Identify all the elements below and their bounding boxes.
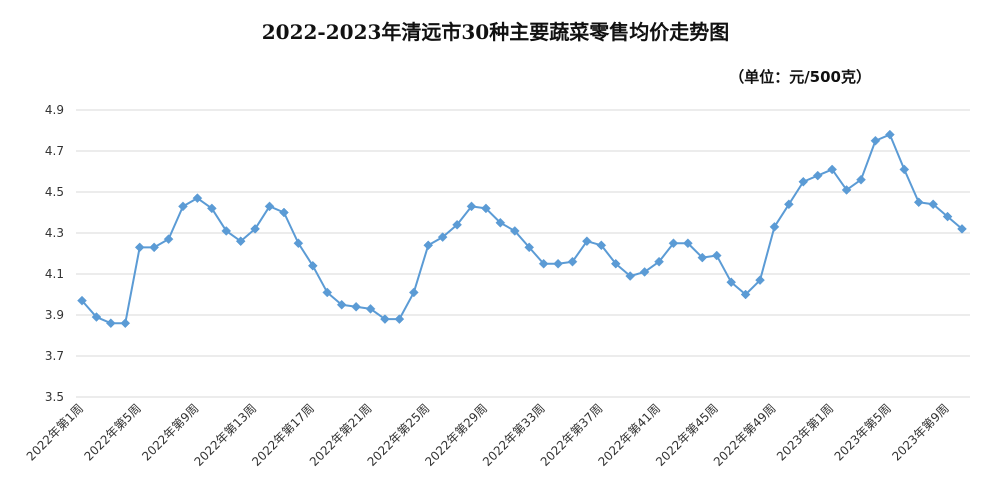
data-point bbox=[307, 260, 318, 271]
data-point bbox=[769, 221, 780, 232]
gridlines bbox=[76, 109, 970, 398]
data-point bbox=[293, 238, 304, 249]
data-point bbox=[466, 201, 477, 212]
x-axis-ticks: 2022年第1周2022年第5周2022年第9周2022年第13周2022年第1… bbox=[24, 401, 952, 469]
data-point bbox=[553, 258, 563, 269]
data-point bbox=[221, 226, 232, 236]
data-point bbox=[582, 236, 592, 247]
data-point bbox=[625, 271, 636, 281]
data-point bbox=[524, 242, 535, 253]
x-tick-label: 2023年第9周 bbox=[889, 401, 951, 463]
y-axis-ticks: 3.5 3.7 3.9 4.1 4.3 4.5 4.7 4.9 bbox=[45, 103, 64, 404]
data-point bbox=[365, 303, 376, 314]
data-point bbox=[481, 203, 491, 214]
data-point bbox=[856, 174, 866, 185]
data-point bbox=[91, 312, 102, 322]
data-point bbox=[408, 287, 419, 298]
data-point bbox=[538, 258, 549, 269]
data-point bbox=[812, 170, 823, 181]
data-point bbox=[596, 240, 607, 251]
data-point bbox=[942, 211, 953, 222]
data-point bbox=[322, 287, 333, 298]
data-point bbox=[105, 318, 116, 329]
data-point bbox=[870, 135, 881, 146]
data-point bbox=[683, 238, 693, 249]
data-point bbox=[668, 238, 679, 249]
data-point bbox=[192, 193, 203, 204]
y-tick-label: 4.7 bbox=[45, 144, 64, 158]
data-point bbox=[610, 258, 621, 269]
data-point bbox=[495, 217, 506, 228]
data-point bbox=[423, 240, 434, 251]
data-point bbox=[841, 185, 852, 195]
data-point bbox=[235, 236, 246, 247]
data-point bbox=[913, 197, 924, 208]
x-tick-label: 2022年第5周 bbox=[81, 401, 143, 463]
y-tick-label: 4.1 bbox=[45, 267, 64, 281]
data-point bbox=[567, 256, 578, 267]
data-point bbox=[798, 176, 809, 187]
y-tick-label: 3.9 bbox=[45, 308, 64, 322]
data-point bbox=[149, 242, 159, 253]
y-tick-label: 3.7 bbox=[45, 349, 64, 363]
series-line bbox=[81, 133, 963, 325]
x-tick-label: 2022年第9周 bbox=[139, 401, 201, 463]
data-point bbox=[77, 295, 87, 306]
data-point bbox=[784, 199, 794, 210]
data-point bbox=[827, 164, 838, 175]
unit-label: （单位：元/500克） bbox=[729, 68, 871, 86]
data-point bbox=[697, 252, 708, 263]
data-point bbox=[351, 301, 361, 312]
x-tick-label: 2022年第49周 bbox=[711, 401, 779, 469]
y-tick-label: 3.5 bbox=[45, 390, 64, 404]
data-point bbox=[437, 232, 448, 242]
data-point bbox=[639, 267, 650, 277]
data-point bbox=[740, 289, 751, 300]
data-point bbox=[654, 256, 664, 267]
x-tick-label: 2022年第1周 bbox=[24, 401, 86, 463]
x-tick-label: 2023年第1周 bbox=[774, 401, 836, 463]
data-point bbox=[380, 314, 390, 324]
chart-title: 2022-2023年清远市30种主要蔬菜零售均价走势图 bbox=[261, 20, 730, 44]
data-point bbox=[264, 201, 275, 212]
data-point bbox=[711, 250, 722, 261]
data-point bbox=[928, 199, 939, 210]
data-points bbox=[77, 129, 967, 329]
data-point bbox=[250, 224, 260, 234]
x-tick-label: 2023年第5周 bbox=[832, 401, 894, 463]
data-point bbox=[163, 234, 174, 245]
data-point bbox=[394, 314, 405, 324]
y-tick-label: 4.3 bbox=[45, 226, 64, 240]
data-point bbox=[336, 299, 347, 310]
data-point bbox=[452, 219, 462, 230]
data-point bbox=[509, 226, 520, 236]
y-tick-label: 4.9 bbox=[45, 103, 64, 117]
data-point bbox=[120, 318, 131, 329]
data-point bbox=[178, 201, 188, 212]
data-point bbox=[279, 207, 289, 218]
data-point bbox=[134, 242, 145, 253]
y-tick-label: 4.5 bbox=[45, 185, 64, 199]
data-point bbox=[957, 224, 967, 234]
data-point bbox=[885, 129, 895, 140]
data-point bbox=[899, 164, 910, 175]
data-point bbox=[726, 277, 737, 288]
series-polyline bbox=[81, 133, 963, 325]
data-point bbox=[755, 275, 765, 286]
data-point bbox=[206, 203, 217, 214]
